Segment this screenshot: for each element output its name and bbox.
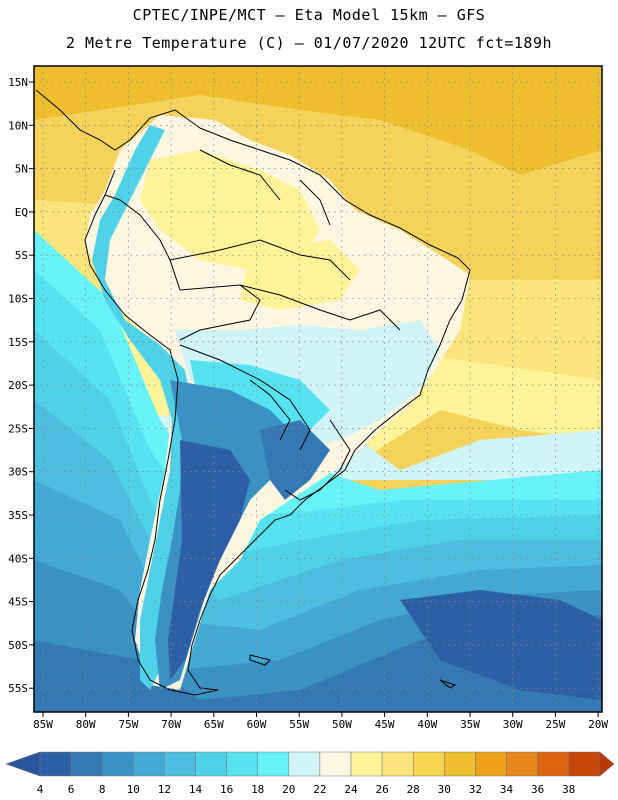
lon-label: 75W xyxy=(118,718,138,731)
lon-label: 70W xyxy=(161,718,181,731)
colorbar-label: 18 xyxy=(251,783,264,796)
lat-label: 15S xyxy=(8,336,28,349)
lat-label: 30S xyxy=(8,466,28,479)
colorbar-swatch xyxy=(381,751,414,777)
colorbar: 4 6 8 10 12 14 16 18 20 22 24 26 28 30 32 34 36 38 xyxy=(5,751,615,796)
lon-label: 30W xyxy=(503,718,523,731)
colorbar-label: 24 xyxy=(344,783,358,796)
colorbar-label: 4 xyxy=(37,783,44,796)
lon-label: 35W xyxy=(460,718,480,731)
lat-label: 10N xyxy=(8,119,28,132)
graticule xyxy=(34,66,602,712)
lat-label: 55S xyxy=(8,682,28,695)
colorbar-label: 14 xyxy=(189,783,203,796)
lon-label: 85W xyxy=(33,718,53,731)
colorbar-swatch xyxy=(164,751,196,777)
map-title: CPTEC/INPE/MCT — Eta Model 15km — GFS xyxy=(132,6,486,24)
lat-label: 25S xyxy=(8,422,28,435)
colorbar-label: 36 xyxy=(531,783,544,796)
colorbar-label: 28 xyxy=(407,783,420,796)
latitude-labels: 15N 10N 5N EQ 5S 10S 15S 20S 25S 30S 35S 40S 45S 50S 5… xyxy=(8,76,34,695)
lon-label: 40W xyxy=(417,718,437,731)
map-subtitle: 2 Metre Temperature (C) — 01/07/2020 12U… xyxy=(65,34,553,52)
colorbar-label: 32 xyxy=(469,783,482,796)
colorbar-swatch xyxy=(568,751,601,777)
lat-label: 45S xyxy=(8,596,28,609)
lon-label: 55W xyxy=(289,718,309,731)
colorbar-swatch xyxy=(39,751,72,777)
colorbar-label: 20 xyxy=(282,783,295,796)
map-frame xyxy=(33,65,603,713)
colorbar-label: 12 xyxy=(158,783,171,796)
lon-label: 20W xyxy=(588,718,608,731)
colorbar-swatch xyxy=(70,751,103,777)
lat-label: 10S xyxy=(8,293,28,306)
colorbar-swatch xyxy=(195,751,227,777)
colorbar-swatch xyxy=(133,751,165,777)
lon-label: 45W xyxy=(375,718,395,731)
lon-label: 50W xyxy=(332,718,352,731)
lat-label: 35S xyxy=(8,509,28,522)
coastlines xyxy=(35,89,471,696)
lat-label: 5N xyxy=(15,163,28,176)
colorbar-swatch xyxy=(412,751,445,777)
colorbar-swatch xyxy=(537,751,569,777)
colorbar-swatch xyxy=(475,751,507,777)
colorbar-under-arrow xyxy=(5,751,41,777)
colorbar-label: 16 xyxy=(220,783,233,796)
temperature-field xyxy=(34,66,602,712)
lat-label: 40S xyxy=(8,552,28,565)
colorbar-swatch xyxy=(257,751,290,777)
lat-label: EQ xyxy=(15,206,28,219)
colorbar-label: 22 xyxy=(313,783,326,796)
lon-label: 65W xyxy=(204,718,224,731)
colorbar-label: 26 xyxy=(375,783,388,796)
colorbar-swatch xyxy=(288,751,321,777)
colorbar-label: 30 xyxy=(438,783,451,796)
colorbar-label: 10 xyxy=(127,783,140,796)
colorbar-swatch xyxy=(350,751,383,777)
lat-label: 5S xyxy=(15,249,28,262)
colorbar-swatch xyxy=(506,751,538,777)
lon-label: 80W xyxy=(76,718,96,731)
colorbar-swatch xyxy=(319,751,352,777)
colorbar-swatch xyxy=(226,751,258,777)
lon-label: 25W xyxy=(545,718,565,731)
lat-label: 20S xyxy=(8,379,28,392)
lon-label: 60W xyxy=(247,718,267,731)
colorbar-label: 34 xyxy=(500,783,514,796)
lat-label: 15N xyxy=(8,76,28,89)
longitude-labels: 85W 80W 75W 70W 65W 60W 55W 50W 45W 40W 35W 30W 25W 2… xyxy=(33,712,608,731)
lat-label: 50S xyxy=(8,639,28,652)
colorbar-label: 8 xyxy=(99,783,106,796)
colorbar-swatch xyxy=(101,751,134,777)
colorbar-label: 6 xyxy=(68,783,75,796)
colorbar-over-arrow xyxy=(599,751,615,777)
colorbar-swatch xyxy=(444,751,476,777)
colorbar-label: 38 xyxy=(562,783,575,796)
